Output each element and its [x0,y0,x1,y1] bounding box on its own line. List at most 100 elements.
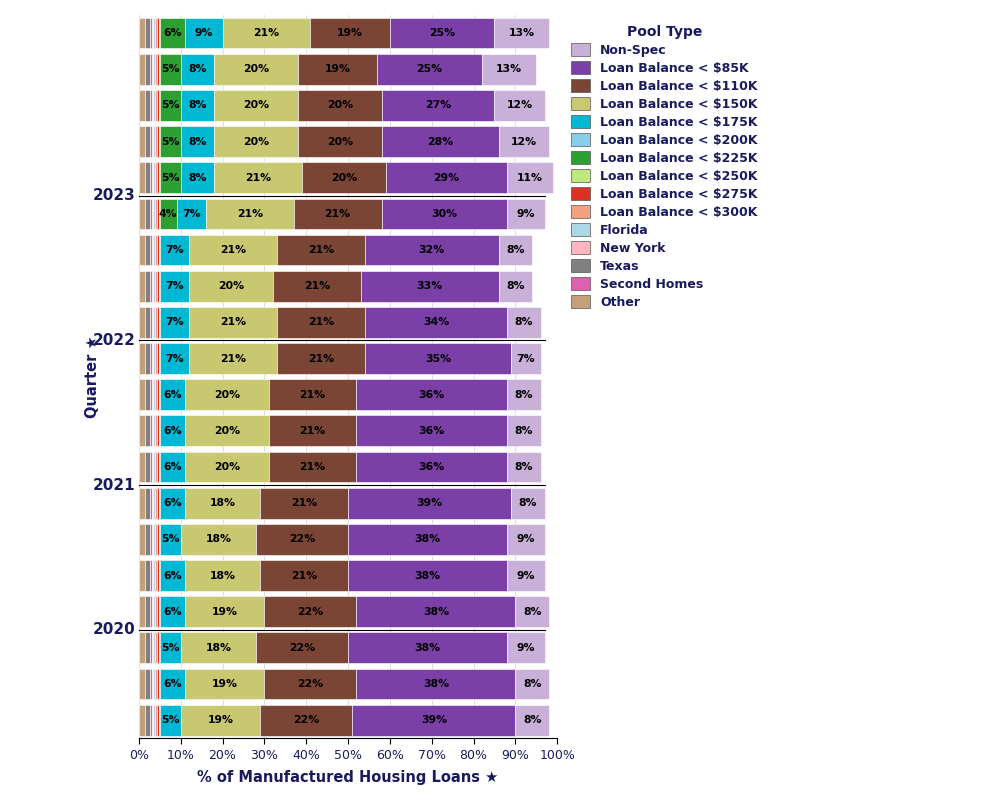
Bar [152,415,153,446]
Bar [160,488,185,518]
Bar [157,343,159,374]
Text: 7%: 7% [165,245,184,255]
Text: 20%: 20% [243,101,269,110]
Text: 2022: 2022 [93,333,136,348]
Bar [260,560,348,591]
Bar [160,633,181,663]
Bar [189,234,277,266]
Text: 38%: 38% [414,643,441,653]
Bar [348,560,507,591]
Text: 9%: 9% [517,570,535,581]
Bar [160,90,181,121]
Bar [153,198,155,230]
Bar [139,271,145,302]
Bar [157,488,159,518]
Bar [139,126,145,157]
Text: 22%: 22% [297,679,324,689]
Bar [494,90,545,121]
Bar [159,162,160,193]
Text: 38%: 38% [423,606,449,617]
Bar [185,452,269,482]
Bar [145,307,150,338]
Text: 36%: 36% [419,426,445,436]
Bar [152,54,153,85]
Text: 5%: 5% [161,715,180,725]
Bar [256,633,348,663]
Bar [277,307,365,338]
Text: 5%: 5% [161,173,180,182]
Bar [145,488,150,518]
Bar [145,560,150,591]
Bar [160,162,181,193]
Text: 7%: 7% [182,209,200,219]
Bar [159,488,160,518]
Text: 5%: 5% [161,64,180,74]
Bar [352,705,515,735]
Text: 8%: 8% [188,64,207,74]
Bar [160,415,185,446]
Bar [269,379,356,410]
Bar [153,705,155,735]
Bar [139,343,145,374]
Bar [150,524,152,554]
Bar [157,162,159,193]
Bar [139,633,145,663]
Bar [511,343,541,374]
Bar [356,596,515,627]
Bar [157,596,159,627]
Bar [277,234,365,266]
Text: 20%: 20% [243,137,269,146]
Bar [155,271,157,302]
Bar [348,524,507,554]
Bar [150,633,152,663]
Bar [155,307,157,338]
Bar [152,162,153,193]
Bar [361,271,499,302]
Bar [365,234,499,266]
Text: 21%: 21% [291,498,317,508]
Text: 6%: 6% [163,570,182,581]
Text: 28%: 28% [427,137,453,146]
Bar [159,54,160,85]
Bar [152,126,153,157]
Bar [150,669,152,699]
Bar [150,54,152,85]
Bar [382,90,494,121]
Text: 7%: 7% [165,282,184,291]
Bar [152,705,153,735]
Bar [139,524,145,554]
Bar [152,524,153,554]
Bar [145,126,150,157]
Bar [157,234,159,266]
Bar [482,54,536,85]
Text: 20%: 20% [214,426,240,436]
Bar [152,560,153,591]
Text: 18%: 18% [210,570,236,581]
Bar [386,162,507,193]
Bar [155,343,157,374]
Bar [160,126,181,157]
Bar [150,18,152,49]
Text: 25%: 25% [417,64,443,74]
Text: 20%: 20% [327,101,353,110]
Bar [348,488,511,518]
Bar [181,126,214,157]
Bar [298,126,382,157]
Bar [507,162,553,193]
Bar [157,633,159,663]
Bar [260,488,348,518]
Text: 9%: 9% [517,534,535,544]
Bar [160,669,185,699]
Bar [185,415,269,446]
Bar [185,488,260,518]
Bar [206,198,294,230]
Bar [150,343,152,374]
Text: 5%: 5% [161,137,180,146]
Bar [157,271,159,302]
Bar [157,669,159,699]
Bar [214,162,302,193]
Text: 8%: 8% [188,101,207,110]
Bar [152,90,153,121]
Bar [185,379,269,410]
Bar [159,234,160,266]
